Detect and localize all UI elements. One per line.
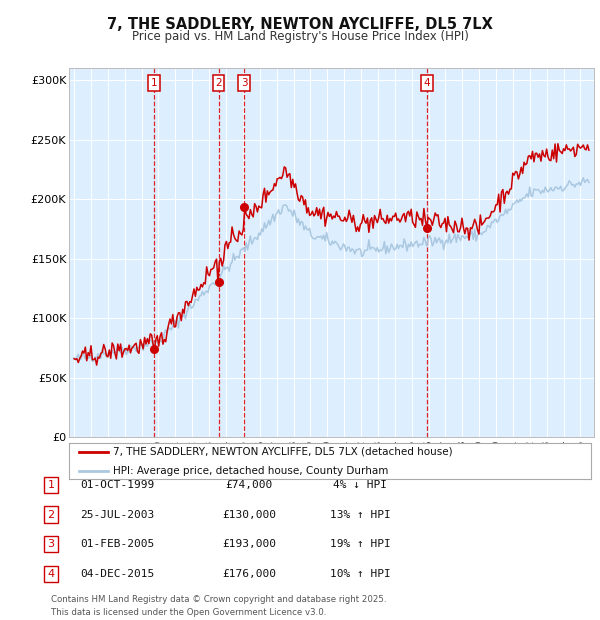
Text: 4% ↓ HPI: 4% ↓ HPI	[333, 480, 387, 490]
Text: 25-JUL-2003: 25-JUL-2003	[80, 510, 154, 520]
Text: 4: 4	[47, 569, 55, 579]
Text: £176,000: £176,000	[222, 569, 276, 579]
Text: £74,000: £74,000	[226, 480, 272, 490]
Text: £130,000: £130,000	[222, 510, 276, 520]
Text: 13% ↑ HPI: 13% ↑ HPI	[329, 510, 391, 520]
Text: 3: 3	[47, 539, 55, 549]
Text: 3: 3	[241, 78, 248, 88]
Text: HPI: Average price, detached house, County Durham: HPI: Average price, detached house, Coun…	[113, 466, 389, 476]
Text: 10% ↑ HPI: 10% ↑ HPI	[329, 569, 391, 579]
Text: 7, THE SADDLERY, NEWTON AYCLIFFE, DL5 7LX: 7, THE SADDLERY, NEWTON AYCLIFFE, DL5 7L…	[107, 17, 493, 32]
Text: 1: 1	[151, 78, 158, 88]
Text: 4: 4	[424, 78, 431, 88]
Text: 01-OCT-1999: 01-OCT-1999	[80, 480, 154, 490]
Text: 2: 2	[215, 78, 222, 88]
Text: 7, THE SADDLERY, NEWTON AYCLIFFE, DL5 7LX (detached house): 7, THE SADDLERY, NEWTON AYCLIFFE, DL5 7L…	[113, 446, 453, 457]
Text: 2: 2	[47, 510, 55, 520]
Text: Price paid vs. HM Land Registry's House Price Index (HPI): Price paid vs. HM Land Registry's House …	[131, 30, 469, 43]
Text: 04-DEC-2015: 04-DEC-2015	[80, 569, 154, 579]
Text: 01-FEB-2005: 01-FEB-2005	[80, 539, 154, 549]
Text: 1: 1	[47, 480, 55, 490]
Text: 19% ↑ HPI: 19% ↑ HPI	[329, 539, 391, 549]
Text: £193,000: £193,000	[222, 539, 276, 549]
Text: Contains HM Land Registry data © Crown copyright and database right 2025.
This d: Contains HM Land Registry data © Crown c…	[51, 595, 386, 617]
